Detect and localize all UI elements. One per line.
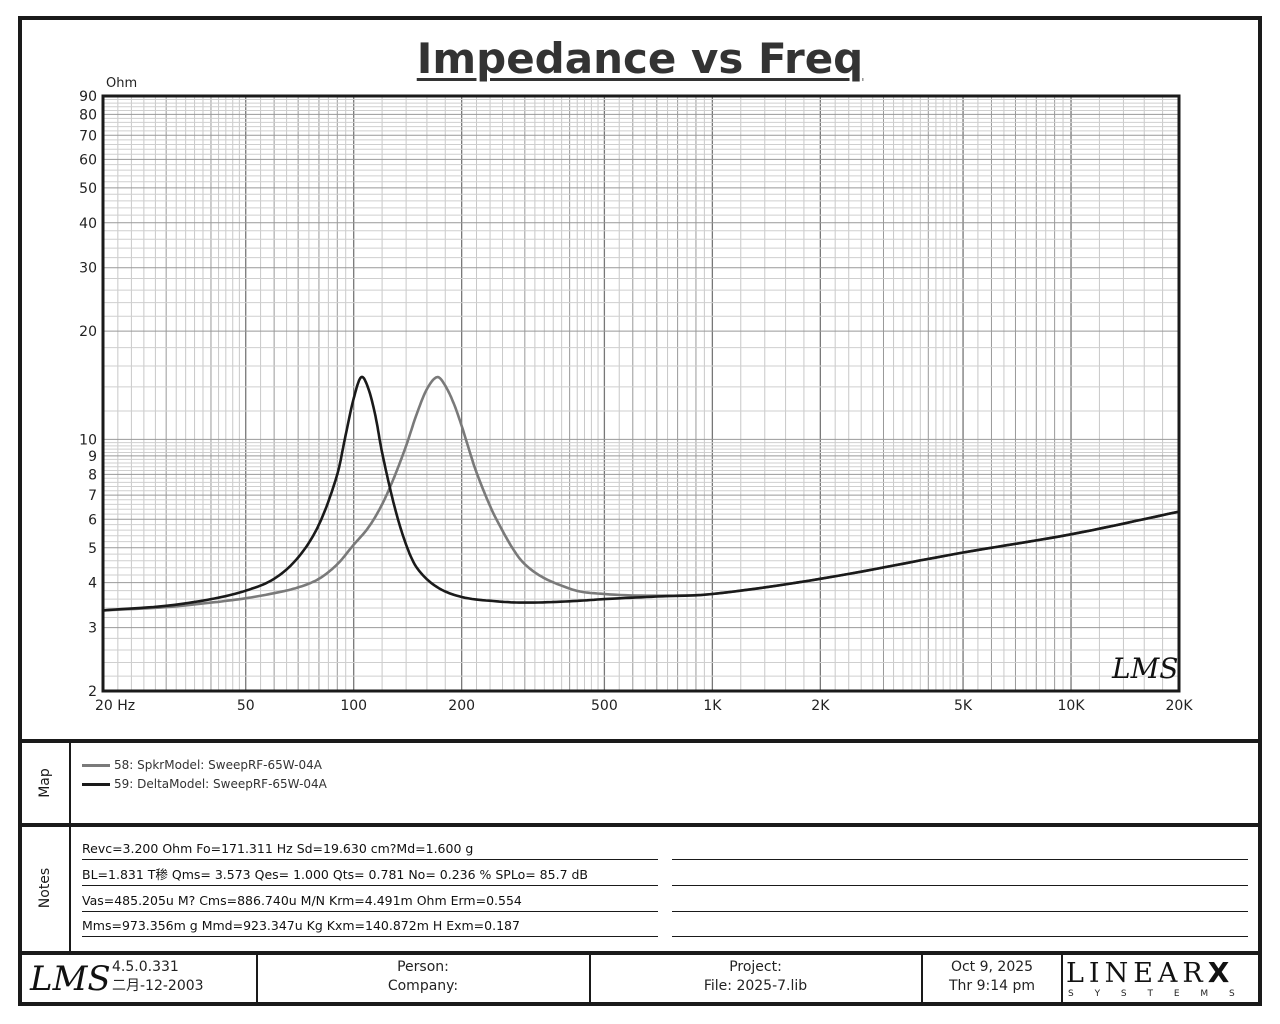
map-panel-label: Map	[37, 768, 53, 798]
plot-border	[101, 94, 1181, 693]
legend-swatch-gray	[82, 763, 110, 767]
y-tick-label: 5	[88, 541, 97, 557]
y-tick-label: 7	[88, 488, 97, 504]
x-tick-label: 2K	[811, 698, 830, 714]
footer-top-border	[18, 951, 1262, 955]
person-company-cell: Person: Company:	[258, 958, 588, 1004]
note-line: Vas=485.205u M? Cms=886.740u M/N Krm=4.4…	[82, 891, 658, 912]
x-tick-label: 20 Hz	[95, 698, 135, 714]
y-tick-label: 3	[88, 621, 97, 637]
legend-label: 58: SpkrModel: SweepRF-65W-04A	[114, 758, 322, 772]
lms-watermark: LMS	[1111, 652, 1178, 685]
axis-layer: 20 Hz 50 100 200 500 1K 2K 5K 10K 20K 2 3 4 5 6 7 8 910 20…	[79, 89, 1193, 714]
x-tick-label: 500	[591, 698, 618, 714]
version-info: 4.5.0.331 二月-12-2003	[112, 958, 252, 1004]
note-line-blank	[672, 839, 1248, 860]
panel-label-divider	[69, 743, 71, 951]
brand-x: X	[1207, 956, 1235, 989]
footer-divider	[921, 955, 923, 1004]
company-label: Company:	[387, 978, 459, 994]
note-line: Mms=973.356m g Mmd=923.347u Kg Kxm=140.8…	[82, 916, 658, 937]
y-tick-label: 60	[79, 152, 97, 168]
series-line-deltamodel	[102, 375, 1180, 612]
map-panel-top-border	[18, 739, 1262, 743]
y-tick-label: 9	[88, 449, 97, 465]
notes-panel-label: Notes	[37, 867, 53, 909]
note-line-blank	[672, 916, 1248, 937]
legend-item-spkrmodel: 58: SpkrModel: SweepRF-65W-04A	[82, 756, 322, 774]
footer-divider	[589, 955, 591, 1004]
series-layer	[102, 375, 1180, 612]
y-tick-label: 30	[79, 261, 97, 277]
y-tick-label: 50	[79, 181, 97, 197]
y-tick-label: 20	[79, 324, 97, 340]
report-date: Oct 9, 2025	[950, 959, 1034, 975]
brand-linear: LINEAR	[1066, 958, 1208, 989]
project-label: Project:	[729, 959, 782, 975]
person-label: Person:	[397, 959, 449, 975]
x-tick-label: 100	[340, 698, 367, 714]
x-tick-label: 50	[237, 698, 255, 714]
footer-divider	[1061, 955, 1063, 1004]
y-tick-label: 80	[79, 107, 97, 123]
file-label: File: 2025-7.lib	[703, 978, 808, 994]
grid-layer	[102, 95, 1180, 692]
brand-systems: S Y S T E M S	[1068, 989, 1244, 999]
note-line-blank	[672, 891, 1248, 912]
x-tick-label: 5K	[954, 698, 973, 714]
chart-title: Impedance vs Freq	[416, 34, 864, 83]
linearx-logo: LINEARX S Y S T E M S	[1066, 958, 1252, 1004]
footer-divider	[256, 955, 258, 1004]
y-tick-label: 2	[88, 684, 97, 700]
y-tick-label: 4	[88, 576, 97, 592]
impedance-chart: 20 Hz 50 100 200 500 1K 2K 5K 10K 20K 2 3 4 5 6 7 8 910 20…	[79, 76, 1193, 714]
x-tick-label: 1K	[703, 698, 722, 714]
build-date: 二月-12-2003	[112, 978, 204, 994]
y-tick-label: 6	[88, 512, 97, 528]
y-tick-label: 90	[79, 89, 97, 105]
y-axis-label: Ohm	[106, 76, 137, 91]
x-tick-label: 10K	[1058, 698, 1086, 714]
version-number: 4.5.0.331	[112, 959, 179, 975]
report-time: Thr 9:14 pm	[948, 978, 1036, 994]
legend-label: 59: DeltaModel: SweepRF-65W-04A	[114, 777, 327, 791]
legend-item-deltamodel: 59: DeltaModel: SweepRF-65W-04A	[82, 775, 327, 793]
note-line: Revc=3.200 Ohm Fo=171.311 Hz Sd=19.630 c…	[82, 839, 658, 860]
notes-panel-top-border	[18, 823, 1262, 827]
datetime-cell: Oct 9, 2025 Thr 9:14 pm	[923, 958, 1061, 1004]
project-cell: Project: File: 2025-7.lib	[591, 958, 920, 1004]
legend-swatch-black	[82, 782, 110, 786]
note-line-blank	[672, 865, 1248, 886]
y-tick-label: 8	[88, 467, 97, 483]
x-tick-label: 200	[448, 698, 475, 714]
x-tick-label: 20K	[1166, 698, 1194, 714]
y-tick-label: 70	[79, 128, 97, 144]
y-tick-label: 40	[79, 216, 97, 232]
lms-logo: LMS	[30, 959, 111, 999]
y-tick-label: 10	[79, 432, 97, 448]
note-line: BL=1.831 T䅟 Qms= 3.573 Qes= 1.000 Qts= 0…	[82, 865, 658, 886]
